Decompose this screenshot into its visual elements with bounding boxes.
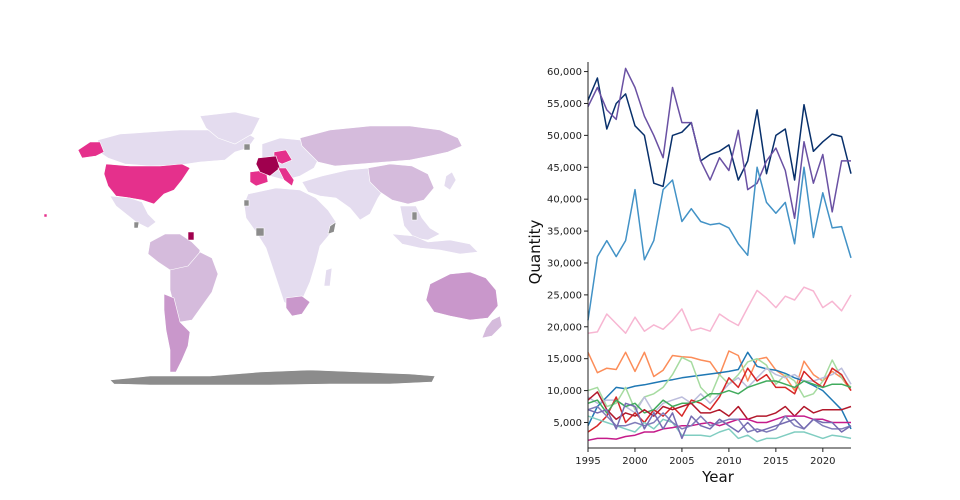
map-region-middle-east-india[interactable] xyxy=(301,167,389,221)
y-tick-label: 25,000 xyxy=(547,290,582,301)
map-region-antarctica[interactable] xyxy=(109,369,436,386)
line-chart-svg: 5,000 10,000 15,000 20,000 25,000 30,000 35,00… xyxy=(526,62,852,486)
map-region-philippines xyxy=(411,211,418,221)
map-region-mexico[interactable] xyxy=(109,195,157,229)
map-region-southeast-asia[interactable] xyxy=(399,205,441,241)
y-tick-label: 60,000 xyxy=(547,67,582,78)
y-tick-label: 55,000 xyxy=(547,99,582,110)
map-region-alaska[interactable] xyxy=(77,141,105,159)
y-tick-label: 5,000 xyxy=(553,418,582,429)
x-tick-label: 2000 xyxy=(622,456,647,467)
x-tick-label: 1995 xyxy=(575,456,600,467)
y-tick-label: 50,000 xyxy=(547,131,582,142)
series-line-3[interactable] xyxy=(587,166,852,321)
line-chart: 5,000 10,000 15,000 20,000 25,000 30,000 35,00… xyxy=(520,50,880,490)
x-tick-label: 2010 xyxy=(716,456,741,467)
map-region-indonesia[interactable] xyxy=(391,233,479,255)
map-region-south-africa[interactable] xyxy=(285,295,311,317)
series-line-2[interactable] xyxy=(587,67,851,220)
map-region-western-sahara xyxy=(243,199,250,207)
series-line-13[interactable] xyxy=(587,415,851,442)
map-region-caribbean xyxy=(133,221,140,229)
map-region-russia[interactable] xyxy=(299,125,463,167)
y-tick-label: 30,000 xyxy=(547,258,582,269)
y-tick-label: 15,000 xyxy=(547,354,582,365)
map-region-canada[interactable] xyxy=(95,129,256,167)
y-tick-label: 40,000 xyxy=(547,195,582,206)
series-line-1[interactable] xyxy=(587,77,852,188)
x-axis-title: Year xyxy=(701,468,735,486)
map-region-uk xyxy=(243,143,251,151)
world-map-svg xyxy=(43,111,503,386)
series-line-9[interactable] xyxy=(587,367,852,433)
series-line-15[interactable] xyxy=(587,402,852,440)
x-tick-label: 2015 xyxy=(763,456,788,467)
x-axis: 1995 2000 2005 2010 2015 2020 xyxy=(575,448,836,467)
y-axis-title: Quantity xyxy=(526,219,544,284)
map-region-australia[interactable] xyxy=(425,271,499,321)
map-region-usa[interactable] xyxy=(103,163,191,205)
map-region-japan[interactable] xyxy=(443,171,457,191)
map-region-new-zealand[interactable] xyxy=(481,315,503,339)
map-region-france[interactable] xyxy=(255,155,281,177)
map-region-china[interactable] xyxy=(367,163,435,205)
y-tick-label: 10,000 xyxy=(547,386,582,397)
series-line-11[interactable] xyxy=(587,391,852,421)
series-line-12[interactable] xyxy=(587,415,852,443)
y-tick-label: 35,000 xyxy=(547,227,582,238)
map-region-argentina-chile[interactable] xyxy=(163,293,191,373)
series-line-4[interactable] xyxy=(587,286,852,334)
map-region-somalia xyxy=(327,221,337,235)
map-region-french-guiana[interactable] xyxy=(187,231,195,241)
map-region-greenland[interactable] xyxy=(199,111,261,145)
y-tick-label: 20,000 xyxy=(547,322,582,333)
x-tick-label: 2005 xyxy=(669,456,694,467)
map-region-madagascar[interactable] xyxy=(323,267,333,287)
series-line-7[interactable] xyxy=(587,356,852,411)
map-region-italy[interactable] xyxy=(277,167,295,187)
map-region-hawaii xyxy=(43,213,48,218)
y-axis: 5,000 10,000 15,000 20,000 25,000 30,000 35,00… xyxy=(547,67,588,429)
y-tick-label: 45,000 xyxy=(547,163,582,174)
series-line-10[interactable] xyxy=(587,380,852,414)
choropleth-world-map xyxy=(30,110,530,400)
x-tick-label: 2020 xyxy=(810,456,835,467)
map-region-africa[interactable] xyxy=(243,187,337,309)
map-region-west-africa-missing xyxy=(255,227,265,237)
series-layer xyxy=(587,67,852,443)
